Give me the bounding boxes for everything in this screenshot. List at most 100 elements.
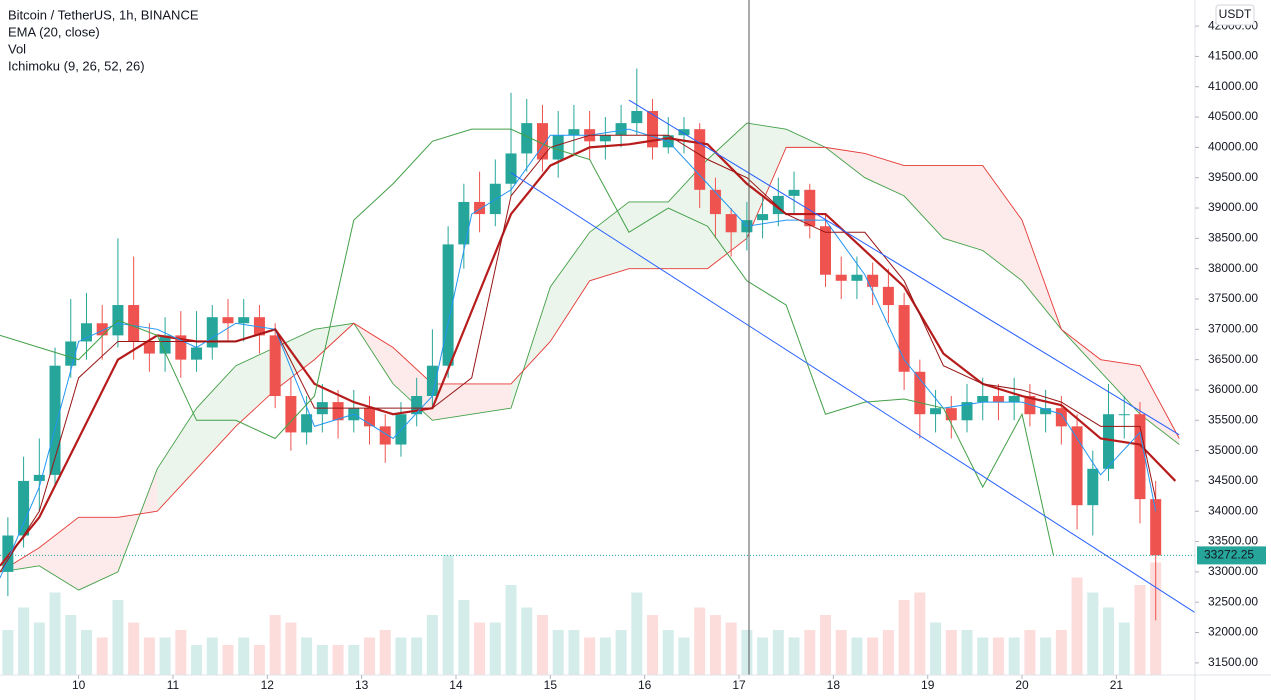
y-tick-label: 37500.00 xyxy=(1208,291,1258,305)
indicator-line xyxy=(0,128,1054,556)
volume-bar xyxy=(867,637,879,675)
volume-bar xyxy=(191,645,203,675)
volume-bar xyxy=(536,615,548,675)
y-tick-label: 32500.00 xyxy=(1208,594,1258,608)
candle-body xyxy=(80,323,92,342)
volume-bar xyxy=(1071,577,1083,675)
volume-bar xyxy=(977,637,989,675)
candle-body xyxy=(191,347,203,360)
candle-body xyxy=(1024,396,1036,415)
candle-body xyxy=(788,189,800,196)
y-tick-label: 40000.00 xyxy=(1208,140,1258,154)
x-tick-label: 20 xyxy=(1015,678,1029,692)
candle-body xyxy=(898,305,910,372)
candle-body xyxy=(1040,408,1052,415)
cloud-fill xyxy=(393,347,433,421)
y-tick-label: 33500.00 xyxy=(1208,534,1258,548)
candle-body xyxy=(128,305,140,342)
cloud-fill xyxy=(432,383,472,421)
cloud-fill xyxy=(982,165,1023,281)
volume-bar xyxy=(269,615,281,675)
cloud-fill xyxy=(1022,220,1062,330)
volume-bar xyxy=(505,585,517,675)
cloud-fill xyxy=(628,201,669,269)
candle-body xyxy=(835,274,847,281)
y-tick-label: 40500.00 xyxy=(1208,109,1258,123)
axes: 31500.00 32000.00 32500.00 33000.00 33500.00… xyxy=(72,18,1266,692)
candle-body xyxy=(804,189,816,227)
volume-bar xyxy=(2,630,14,675)
y-tick-label: 39500.00 xyxy=(1208,170,1258,184)
y-tick-label: 35000.00 xyxy=(1208,443,1258,457)
volume-bar xyxy=(835,630,847,675)
cloud-fill xyxy=(550,232,590,342)
volume-bar xyxy=(662,630,674,675)
volume-bar xyxy=(316,645,328,675)
currency-box[interactable] xyxy=(1215,4,1255,26)
volume-bar xyxy=(521,607,533,675)
currency[interactable]: USDT xyxy=(1219,7,1252,21)
volume-bar xyxy=(851,637,863,675)
volume-bar xyxy=(568,630,580,675)
volume-bar xyxy=(819,615,831,675)
candle-body xyxy=(851,274,863,281)
candle-body xyxy=(945,408,957,421)
cloud-fill xyxy=(1100,359,1140,415)
volume-bar xyxy=(914,592,926,675)
candle-body xyxy=(647,110,659,148)
candle-body xyxy=(269,335,281,397)
candle-body xyxy=(18,480,30,536)
volume-bar xyxy=(584,637,596,675)
candle-body xyxy=(49,365,61,475)
candle-body xyxy=(882,286,894,306)
volume-bar xyxy=(992,637,1004,675)
candle-body xyxy=(678,129,690,136)
volume-bar xyxy=(804,630,816,675)
cloud-fill xyxy=(904,165,944,239)
plot-area xyxy=(0,68,1196,675)
candle-body xyxy=(521,123,533,154)
y-tick-label: 38500.00 xyxy=(1208,231,1258,245)
cloud-line xyxy=(0,146,1180,573)
candle-body xyxy=(505,153,517,184)
volume-bar xyxy=(348,645,360,675)
candle-body xyxy=(694,129,706,190)
candle-body xyxy=(458,201,470,245)
candle-body xyxy=(253,317,265,336)
volume-bar xyxy=(49,592,61,675)
candle-body xyxy=(961,402,973,421)
candle-body xyxy=(426,365,438,397)
volume-bar xyxy=(301,637,313,675)
candle-body xyxy=(159,335,171,354)
candle-body xyxy=(615,123,627,136)
volume-bar xyxy=(1024,630,1036,675)
volume-bar xyxy=(757,637,769,675)
candle-body xyxy=(442,244,454,366)
candle-body xyxy=(96,323,108,336)
candle-body xyxy=(599,135,611,142)
cloud-fill xyxy=(196,365,236,469)
x-tick-label: 19 xyxy=(921,678,935,692)
volume-bar xyxy=(741,630,753,675)
volume-bar xyxy=(143,637,155,675)
candle-body xyxy=(1118,414,1130,416)
y-tick-label: 41500.00 xyxy=(1208,49,1258,63)
y-tick-label: 32000.00 xyxy=(1208,625,1258,639)
y-tick-label: 34500.00 xyxy=(1208,473,1258,487)
volume-bar xyxy=(411,637,423,675)
volume-bar xyxy=(678,637,690,675)
candle-body xyxy=(222,317,234,324)
y-tick-label: 41000.00 xyxy=(1208,79,1258,93)
x-tick-label: 14 xyxy=(449,678,463,692)
volume-bar xyxy=(615,630,627,675)
y-tick-label: 37000.00 xyxy=(1208,321,1258,335)
candle-body xyxy=(1071,426,1083,506)
x-tick-label: 16 xyxy=(638,678,652,692)
volume-bar xyxy=(33,622,45,675)
x-tick-label: 21 xyxy=(1110,678,1124,692)
x-tick-label: 15 xyxy=(544,678,558,692)
volume-bar xyxy=(1134,585,1146,675)
volume-bar xyxy=(285,622,297,675)
volume-bar xyxy=(1103,607,1115,675)
